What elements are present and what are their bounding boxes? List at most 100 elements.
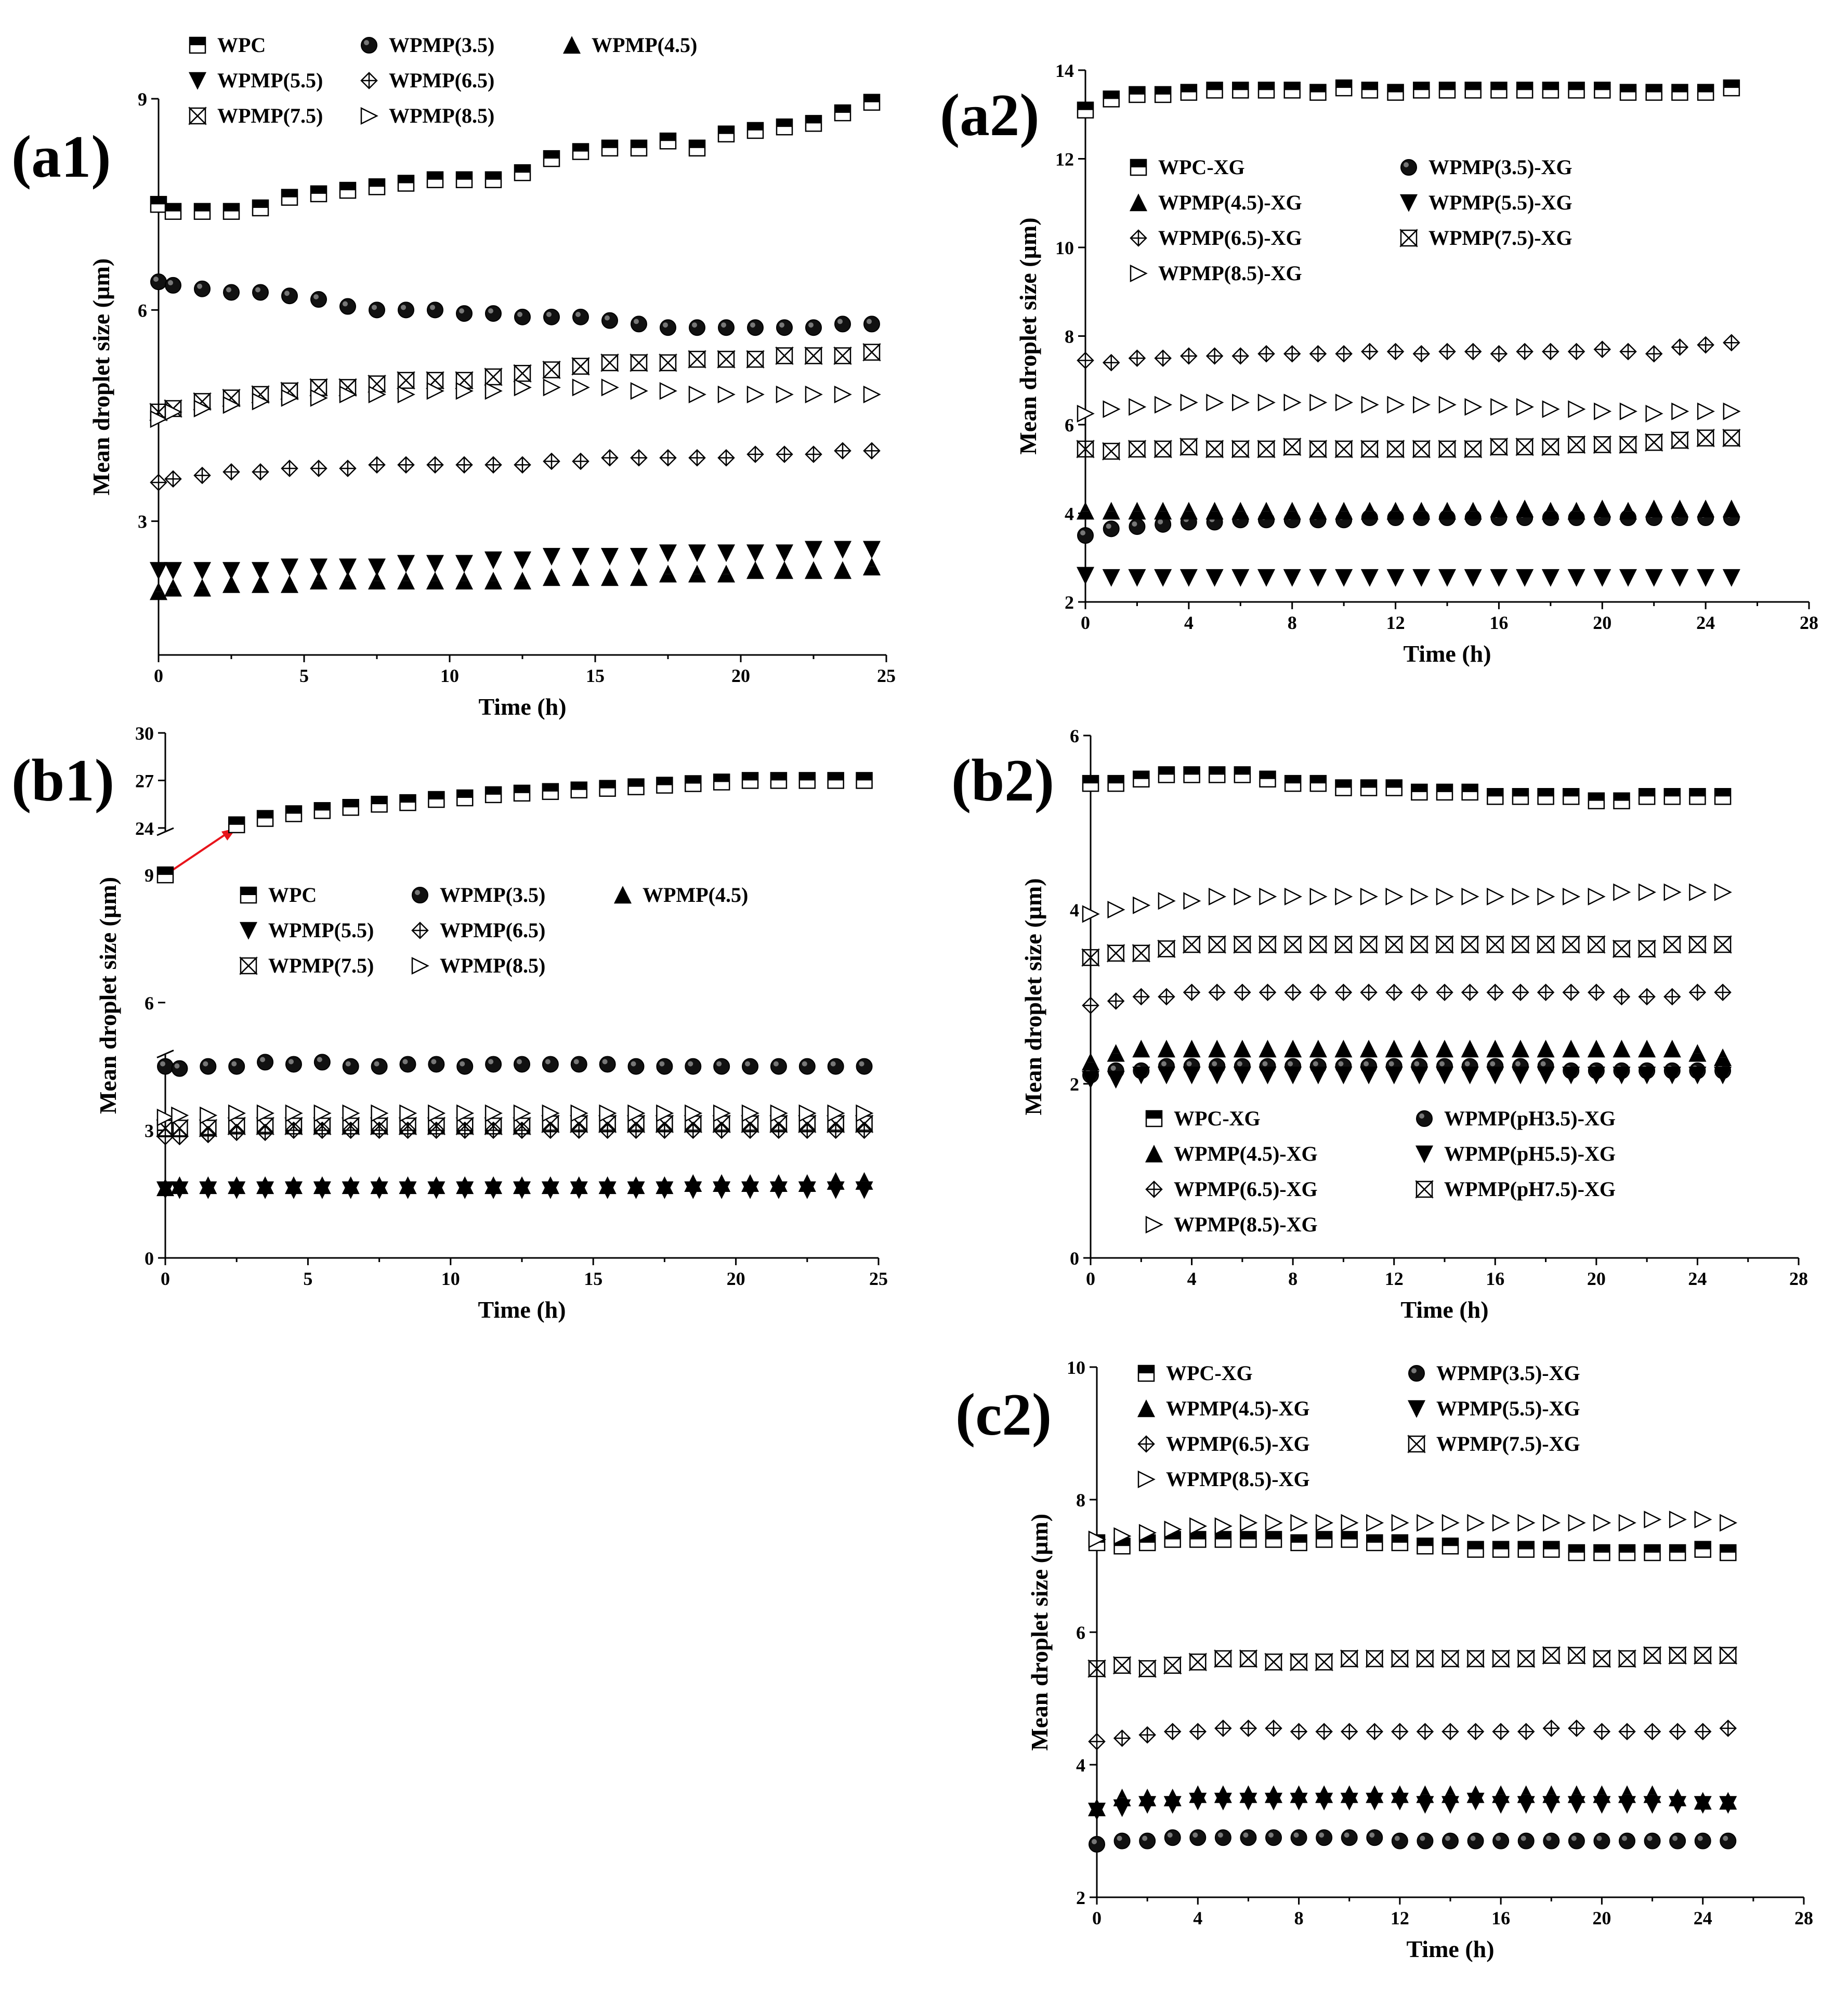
data-point bbox=[1486, 1040, 1504, 1058]
legend-item: WPC-XG bbox=[1145, 1107, 1261, 1130]
data-point bbox=[1385, 1040, 1403, 1058]
data-point bbox=[1464, 398, 1483, 416]
data-point bbox=[284, 1117, 303, 1136]
data-point bbox=[659, 544, 677, 562]
data-point bbox=[484, 571, 503, 590]
data-point bbox=[1668, 1646, 1687, 1665]
data-point bbox=[281, 189, 298, 206]
data-point bbox=[1154, 502, 1172, 520]
data-point bbox=[1360, 983, 1378, 1001]
data-point bbox=[397, 555, 415, 573]
data-point bbox=[1587, 1040, 1605, 1058]
data-point bbox=[1361, 343, 1379, 361]
data-point bbox=[833, 346, 853, 365]
data-point bbox=[455, 1117, 475, 1136]
data-point bbox=[770, 1121, 788, 1139]
x-axis-title: Time (h) bbox=[1403, 640, 1491, 667]
legend-item: WPMP(5.5)-XG bbox=[1407, 1397, 1580, 1420]
data-point bbox=[1239, 1720, 1257, 1737]
data-point bbox=[1467, 1541, 1484, 1558]
y-tick-label: 6 bbox=[145, 993, 154, 1014]
data-point bbox=[600, 548, 619, 566]
data-point bbox=[1568, 400, 1586, 418]
data-point bbox=[1543, 1832, 1560, 1849]
data-point bbox=[1670, 430, 1689, 450]
legend-label: WPMP(5.5)-XG bbox=[1428, 191, 1572, 214]
legend-label: WPMP(8.5)-XG bbox=[1158, 261, 1302, 285]
data-point bbox=[1315, 1723, 1333, 1741]
data-point bbox=[1087, 1659, 1107, 1678]
data-point bbox=[1360, 569, 1379, 587]
series-WPMP(5.5)-XG bbox=[1076, 567, 1740, 587]
legend-item: WPMP(5.5) bbox=[239, 918, 374, 942]
data-point bbox=[456, 1058, 474, 1075]
data-point bbox=[1334, 439, 1354, 458]
data-point bbox=[717, 544, 736, 562]
data-point bbox=[252, 199, 269, 217]
series-WPMP(4.5)-XG bbox=[1087, 1785, 1737, 1817]
data-point bbox=[1613, 792, 1630, 809]
data-point bbox=[1309, 1067, 1327, 1085]
data-point bbox=[1158, 988, 1175, 1006]
data-point bbox=[1308, 439, 1328, 458]
data-point bbox=[776, 118, 793, 136]
data-point bbox=[339, 298, 356, 315]
data-point bbox=[1436, 783, 1453, 801]
data-point bbox=[1258, 935, 1277, 954]
data-point bbox=[684, 1181, 702, 1199]
y-tick-label: 4 bbox=[1065, 504, 1074, 524]
series-WPMP(8.5) bbox=[150, 378, 881, 428]
data-point bbox=[1490, 569, 1508, 587]
legend-item: WPMP(3.5) bbox=[361, 33, 494, 57]
data-point bbox=[1257, 82, 1275, 99]
data-point bbox=[1694, 1796, 1712, 1814]
data-point bbox=[687, 350, 707, 369]
data-point bbox=[513, 784, 531, 802]
data-point bbox=[543, 150, 560, 167]
data-point bbox=[310, 389, 328, 407]
data-point bbox=[1671, 569, 1689, 587]
data-point bbox=[1154, 569, 1172, 587]
data-point bbox=[1593, 1723, 1611, 1741]
data-point bbox=[685, 1104, 703, 1122]
legend-label: WPMP(8.5) bbox=[440, 954, 545, 977]
data-point bbox=[1208, 887, 1227, 905]
y-tick-label: 0 bbox=[145, 1248, 154, 1269]
x-tick-label: 28 bbox=[1800, 612, 1818, 633]
data-point bbox=[1537, 1040, 1555, 1058]
data-point bbox=[656, 1104, 674, 1122]
data-point bbox=[426, 382, 444, 400]
data-point bbox=[1391, 1723, 1409, 1741]
data-point bbox=[1694, 1511, 1712, 1529]
data-point bbox=[1360, 887, 1378, 905]
data-point bbox=[1113, 1729, 1131, 1747]
data-point bbox=[1688, 983, 1707, 1001]
data-point bbox=[1113, 1527, 1132, 1545]
legend-marker bbox=[1145, 1110, 1163, 1127]
data-point bbox=[455, 171, 473, 189]
data-point bbox=[1438, 343, 1456, 361]
data-point bbox=[1132, 943, 1151, 963]
data-point bbox=[1366, 1829, 1383, 1846]
data-point bbox=[513, 1104, 531, 1122]
legend-item: WPMP(3.5)-XG bbox=[1400, 155, 1572, 179]
data-point bbox=[309, 571, 328, 590]
legend-marker bbox=[1129, 193, 1148, 212]
legend-item: WPMP(6.5) bbox=[411, 918, 545, 942]
legend-label: WPMP(4.5) bbox=[592, 33, 697, 57]
data-point bbox=[1435, 1040, 1454, 1058]
data-point bbox=[1486, 983, 1504, 1001]
data-point bbox=[1720, 1514, 1738, 1532]
data-point bbox=[1413, 396, 1431, 414]
y-axis-title: Mean droplet size (µm) bbox=[1026, 1514, 1053, 1751]
legend-marker bbox=[189, 36, 206, 54]
data-point bbox=[285, 1104, 303, 1122]
data-point bbox=[798, 1121, 816, 1139]
data-point bbox=[1113, 1799, 1131, 1817]
data-point bbox=[1588, 887, 1606, 905]
data-point bbox=[1714, 1067, 1732, 1085]
legend-label: WPMP(pH3.5)-XG bbox=[1444, 1107, 1616, 1130]
data-point bbox=[342, 1104, 360, 1122]
data-point bbox=[483, 367, 503, 387]
